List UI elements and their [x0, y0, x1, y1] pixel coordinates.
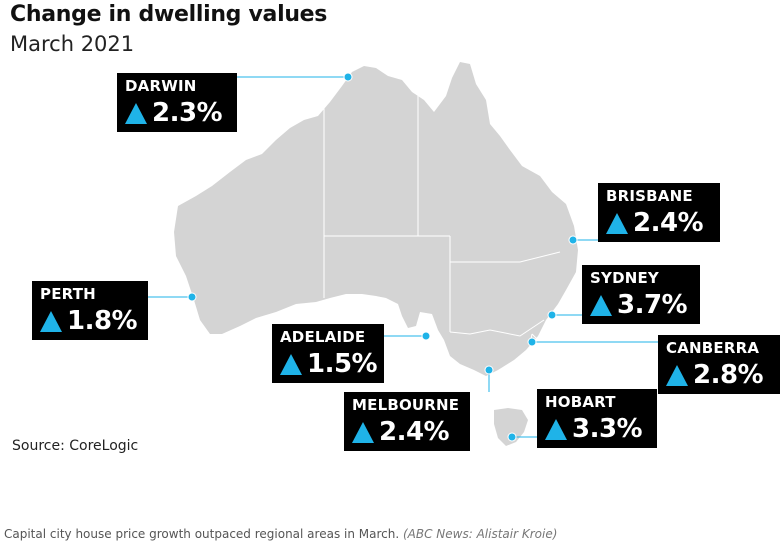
perth-dot — [187, 292, 197, 302]
up-arrow-icon — [666, 364, 688, 386]
city-value: 3.3% — [572, 414, 643, 444]
city-label-brisbane: BRISBANE 2.4% — [598, 183, 720, 242]
melbourne-dot — [484, 365, 494, 375]
city-label-canberra: CANBERRA 2.8% — [658, 335, 780, 394]
up-arrow-icon — [125, 102, 147, 124]
city-value: 2.8% — [693, 360, 764, 390]
city-name: CANBERRA — [666, 339, 760, 357]
mainland-australia — [174, 62, 578, 376]
up-arrow-icon — [280, 353, 302, 375]
city-name: HOBART — [545, 393, 616, 411]
chart-title: Change in dwelling values — [10, 2, 328, 27]
city-value: 2.3% — [152, 98, 223, 128]
up-arrow-icon — [590, 294, 612, 316]
city-name: ADELAIDE — [280, 328, 366, 346]
caption-text: Capital city house price growth outpaced… — [4, 527, 400, 541]
darwin-dot — [343, 72, 353, 82]
city-label-darwin: DARWIN 2.3% — [117, 73, 237, 132]
up-arrow-icon — [606, 212, 628, 234]
city-label-perth: PERTH 1.8% — [32, 281, 148, 340]
chart-subtitle: March 2021 — [10, 32, 135, 56]
city-label-adelaide: ADELAIDE 1.5% — [272, 324, 384, 383]
image-caption: Capital city house price growth outpaced… — [4, 527, 557, 541]
city-label-sydney: SYDNEY 3.7% — [582, 265, 700, 324]
state-borders — [323, 84, 561, 347]
city-value: 3.7% — [617, 290, 688, 320]
source-note: Source: CoreLogic — [12, 438, 139, 454]
city-dots — [187, 72, 578, 442]
city-value: 1.5% — [307, 349, 378, 379]
leader-lines — [148, 76, 658, 438]
city-value: 1.8% — [67, 306, 138, 336]
city-value: 2.4% — [379, 417, 450, 447]
city-name: SYDNEY — [590, 269, 659, 287]
city-name: PERTH — [40, 285, 96, 303]
up-arrow-icon — [40, 310, 62, 332]
up-arrow-icon — [352, 421, 374, 443]
city-name: MELBOURNE — [352, 396, 460, 414]
canberra-dot — [527, 337, 537, 347]
city-value: 2.4% — [633, 208, 704, 238]
city-name: DARWIN — [125, 77, 197, 95]
city-label-melbourne: MELBOURNE 2.4% — [344, 392, 470, 451]
adelaide-dot — [421, 331, 431, 341]
caption-credit: (ABC News: Alistair Kroie) — [402, 527, 558, 541]
city-name: BRISBANE — [606, 187, 693, 205]
sydney-dot — [547, 310, 557, 320]
city-label-hobart: HOBART 3.3% — [537, 389, 657, 448]
hobart-dot — [507, 432, 517, 442]
up-arrow-icon — [545, 418, 567, 440]
brisbane-dot — [568, 235, 578, 245]
